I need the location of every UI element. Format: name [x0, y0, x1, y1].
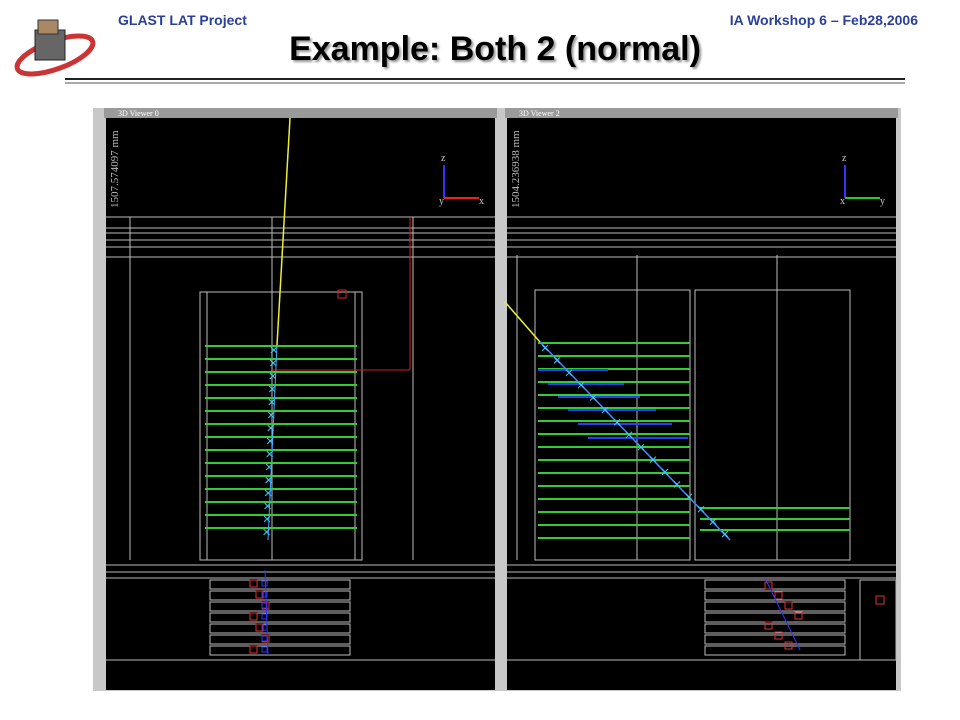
hit	[673, 481, 681, 488]
hit	[270, 346, 278, 354]
box	[209, 634, 351, 645]
box	[764, 581, 773, 590]
hit	[541, 344, 549, 352]
hit	[553, 357, 561, 364]
axis-label: x	[479, 196, 484, 207]
box	[794, 611, 803, 620]
box	[704, 579, 846, 590]
viewer-bg	[507, 118, 896, 690]
viewer-bg	[106, 118, 495, 690]
box	[704, 601, 846, 612]
header-left: GLAST LAT Project	[118, 12, 247, 28]
hit	[721, 530, 729, 538]
box	[199, 291, 363, 561]
box	[261, 646, 268, 653]
hit	[269, 372, 277, 380]
box	[784, 641, 793, 650]
hit	[709, 518, 717, 525]
box	[209, 623, 351, 634]
box	[249, 579, 258, 588]
box	[261, 580, 268, 587]
axis-label: z	[441, 153, 446, 164]
line	[264, 569, 269, 656]
box	[859, 579, 897, 661]
line	[504, 301, 541, 343]
hit	[697, 505, 705, 513]
box	[694, 289, 851, 561]
box	[209, 601, 351, 612]
hit	[565, 369, 573, 377]
box	[704, 612, 846, 623]
hit	[601, 406, 609, 414]
hit	[661, 468, 669, 476]
box	[534, 289, 691, 561]
viewer-title: 3D Viewer 2	[519, 109, 560, 118]
box	[261, 591, 268, 598]
box	[209, 612, 351, 623]
slide-title: Example: Both 2 (normal)	[289, 30, 701, 68]
hit	[268, 385, 276, 393]
box	[784, 601, 793, 610]
axis-label: y	[880, 196, 885, 207]
box	[249, 612, 258, 621]
axis-label: y	[439, 196, 444, 207]
hit	[649, 456, 657, 463]
hit	[625, 431, 633, 439]
viewer-titlebar	[104, 108, 497, 118]
scale-label: 1507.574097 mm	[109, 130, 121, 208]
box	[704, 645, 846, 656]
hit	[269, 359, 277, 367]
box	[209, 645, 351, 656]
axis-label: x	[840, 196, 845, 207]
line	[267, 344, 278, 541]
box	[875, 595, 885, 605]
hit	[268, 398, 276, 406]
hit	[685, 493, 693, 501]
box	[209, 579, 351, 590]
hit	[637, 443, 645, 451]
line	[764, 577, 801, 651]
box	[249, 645, 258, 654]
axis-label: z	[842, 153, 847, 164]
hit	[613, 419, 621, 426]
logo	[14, 19, 96, 77]
box	[704, 590, 846, 601]
box	[764, 621, 773, 630]
box	[255, 590, 264, 599]
box	[209, 590, 351, 601]
header-right: IA Workshop 6 – Feb28,2006	[729, 12, 918, 28]
box	[774, 631, 783, 640]
box	[337, 289, 347, 299]
box	[774, 591, 783, 600]
viewer-title: 3D Viewer 0	[118, 109, 159, 118]
viewer-titlebar	[505, 108, 898, 118]
hit	[589, 394, 597, 401]
box	[255, 623, 264, 632]
hit	[577, 381, 585, 389]
scale-label: 1504.236938 mm	[510, 130, 522, 208]
line	[276, 117, 291, 346]
box	[261, 602, 268, 609]
